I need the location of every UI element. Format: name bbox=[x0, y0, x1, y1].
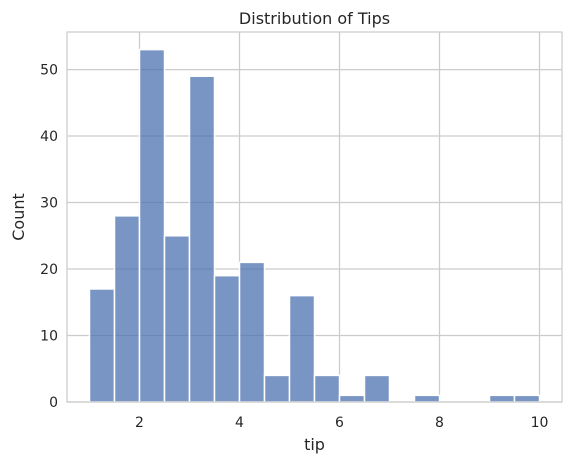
histogram-bar bbox=[188, 75, 216, 403]
x-tick-labels: 2 4 6 8 10 bbox=[135, 415, 548, 431]
chart-title: Distribution of Tips bbox=[239, 9, 390, 28]
histogram-bar bbox=[213, 274, 241, 403]
histogram-bar bbox=[88, 288, 116, 403]
histogram-bar bbox=[238, 261, 266, 403]
histogram-bar bbox=[363, 374, 391, 403]
histogram-bar bbox=[138, 48, 166, 403]
histogram-bar bbox=[288, 294, 316, 403]
y-tick-label: 0 bbox=[49, 395, 58, 411]
histogram-bars bbox=[88, 48, 541, 403]
histogram-bar bbox=[113, 215, 141, 403]
y-tick-label: 50 bbox=[40, 63, 58, 79]
histogram-bar bbox=[513, 394, 541, 403]
x-tick-label: 2 bbox=[135, 415, 144, 431]
x-axis-label: tip bbox=[304, 435, 325, 454]
histogram-bar bbox=[488, 394, 516, 403]
histogram-bar bbox=[163, 235, 191, 403]
y-tick-label: 30 bbox=[40, 196, 58, 212]
y-tick-label: 40 bbox=[40, 129, 58, 145]
x-tick-label: 4 bbox=[235, 415, 244, 431]
y-tick-label: 10 bbox=[40, 329, 58, 345]
x-tick-label: 8 bbox=[435, 415, 444, 431]
x-tick-label: 10 bbox=[531, 415, 549, 431]
y-axis-label: Count bbox=[9, 193, 28, 241]
y-tick-label: 20 bbox=[40, 262, 58, 278]
histogram-bar bbox=[338, 394, 366, 403]
x-tick-label: 6 bbox=[335, 415, 344, 431]
histogram-bar bbox=[413, 394, 441, 403]
histogram-bar bbox=[263, 374, 291, 403]
histogram-bar bbox=[313, 374, 341, 403]
plot-frame bbox=[66, 31, 563, 403]
y-tick-labels: 0 10 20 30 40 50 bbox=[40, 63, 58, 411]
